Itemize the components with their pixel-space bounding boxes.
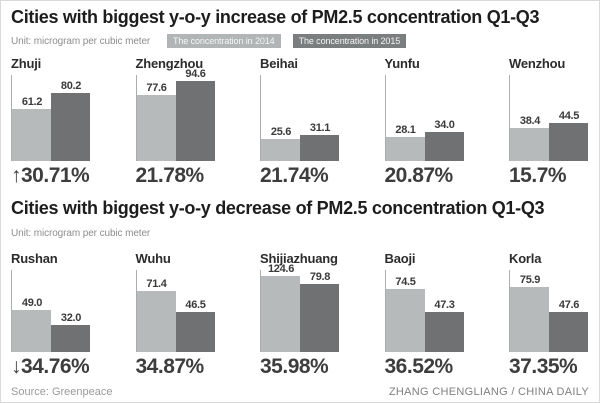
change-percent: 34.87%	[135, 355, 205, 378]
value-2015: 79.8	[309, 271, 331, 283]
decrease-chart-grid: Rushan 49.0 32.0 ↓34.76% Wuhu 71.4 46.5 34.87% S…	[11, 251, 589, 379]
value-2015: 80.2	[60, 80, 82, 92]
city-chart: Baoji 74.5 47.3 36.52%	[384, 251, 465, 379]
bar-plot: 74.5 47.3	[384, 270, 465, 352]
change-percent: 20.87%	[384, 164, 454, 187]
value-2014: 25.6	[270, 126, 292, 138]
city-label: Baoji	[384, 251, 416, 266]
city-label: Beihai	[260, 56, 298, 71]
value-2015: 34.0	[434, 119, 455, 131]
unit-label: Unit: microgram per cubic meter	[11, 35, 151, 47]
value-2014: 77.6	[146, 82, 167, 94]
city-label: Wenzhou	[509, 56, 566, 71]
value-2014: 61.2	[21, 96, 43, 108]
bar-2014	[12, 109, 51, 161]
bar-2014	[261, 276, 300, 352]
change-percent: 36.52%	[384, 355, 454, 378]
city-chart: Korla 75.9 47.6 37.35%	[509, 251, 589, 379]
bar-plot: 28.1 34.0	[384, 75, 465, 161]
bar-2014	[510, 128, 549, 161]
city-label: Shijiazhuang	[260, 251, 338, 266]
bar-plot: 25.6 31.1	[260, 75, 340, 161]
author-credit: ZHANG CHENGLIANG / CHINA DAILY	[388, 386, 589, 398]
bar-2015	[300, 284, 339, 352]
change-percent: 21.74%	[260, 164, 329, 187]
value-2015: 32.0	[60, 312, 82, 324]
bar-2015	[175, 81, 215, 161]
bar-2015	[51, 325, 90, 352]
section-decrease: Cities with biggest y-o-y decrease of PM…	[11, 198, 589, 379]
value-2014: 75.9	[519, 274, 541, 286]
bar-plot: 71.4 46.5	[135, 270, 216, 352]
value-2015: 47.3	[434, 299, 455, 311]
bar-plot: 38.4 44.5	[509, 75, 589, 161]
bar-2014	[510, 287, 549, 352]
bar-plot: 61.2 80.2	[11, 75, 91, 161]
section-increase: Cities with biggest y-o-y increase of PM…	[11, 7, 589, 188]
change-percent: 15.7%	[509, 164, 567, 187]
bar-2014	[136, 95, 176, 161]
city-chart: Beihai 25.6 31.1 21.74%	[260, 56, 340, 188]
city-chart: Wuhu 71.4 46.5 34.87%	[135, 251, 216, 379]
bar-2015	[424, 312, 464, 352]
value-2015: 44.5	[558, 110, 580, 122]
bar-2014	[385, 137, 425, 161]
source-credit: Source: Greenpeace	[11, 386, 113, 398]
city-chart: Wenzhou 38.4 44.5 15.7%	[509, 56, 589, 188]
value-2014: 124.6	[267, 263, 295, 275]
change-percent: ↓34.76%	[11, 355, 90, 378]
value-2014: 49.0	[21, 297, 43, 309]
section-decrease-title: Cities with biggest y-o-y decrease of PM…	[11, 198, 545, 218]
city-chart: Rushan 49.0 32.0 ↓34.76%	[11, 251, 91, 379]
value-2014: 28.1	[395, 124, 416, 136]
increase-chart-grid: Zhuji 61.2 80.2 ↑30.71% Zhengzhou 77.6 94.6 21.…	[11, 56, 589, 188]
city-label: Zhengzhou	[135, 56, 204, 71]
value-2015: 94.6	[185, 68, 206, 80]
unit-label: Unit: microgram per cubic meter	[11, 228, 151, 239]
city-chart: Zhengzhou 77.6 94.6 21.78%	[135, 56, 216, 188]
footer: Source: Greenpeace ZHANG CHENGLIANG / CH…	[11, 386, 589, 398]
value-2014: 38.4	[519, 115, 541, 127]
bar-2015	[175, 312, 215, 352]
value-2015: 46.5	[185, 299, 206, 311]
legend-2014: The concentration in 2014	[167, 34, 281, 48]
value-2015: 31.1	[309, 122, 331, 134]
change-percent: 37.35%	[509, 355, 578, 378]
bar-plot: 75.9 47.6	[509, 270, 589, 352]
bar-2015	[549, 312, 588, 352]
city-chart: Shijiazhuang 124.6 79.8 35.98%	[260, 251, 340, 379]
legend-2015: The concentration in 2015	[292, 34, 407, 48]
bar-2014	[385, 289, 425, 352]
city-label: Korla	[509, 251, 542, 266]
bar-2014	[12, 310, 51, 352]
city-label: Wuhu	[135, 251, 171, 266]
city-label: Rushan	[11, 251, 58, 266]
bar-2015	[300, 135, 339, 161]
bar-plot: 124.6 79.8	[260, 263, 340, 352]
city-chart: Zhuji 61.2 80.2 ↑30.71%	[11, 56, 91, 188]
city-chart: Yunfu 28.1 34.0 20.87%	[384, 56, 465, 188]
value-2014: 74.5	[395, 276, 416, 288]
bar-2015	[424, 132, 464, 161]
section-increase-meta: Unit: microgram per cubic meter The conc…	[11, 34, 589, 48]
bar-2014	[136, 291, 176, 352]
bar-2015	[51, 93, 90, 161]
section-increase-title: Cities with biggest y-o-y increase of PM…	[11, 7, 540, 27]
change-percent: ↑30.71%	[11, 164, 90, 187]
section-decrease-meta: Unit: microgram per cubic meter	[11, 223, 589, 241]
city-label: Zhuji	[11, 56, 42, 71]
value-2015: 47.6	[558, 299, 580, 311]
bar-2015	[549, 123, 588, 161]
value-2014: 71.4	[146, 278, 167, 290]
bar-2014	[261, 139, 300, 161]
bar-plot: 49.0 32.0	[11, 270, 91, 352]
change-percent: 35.98%	[260, 355, 329, 378]
change-percent: 21.78%	[135, 164, 205, 187]
city-label: Yunfu	[384, 56, 420, 71]
bar-plot: 77.6 94.6	[135, 68, 216, 161]
